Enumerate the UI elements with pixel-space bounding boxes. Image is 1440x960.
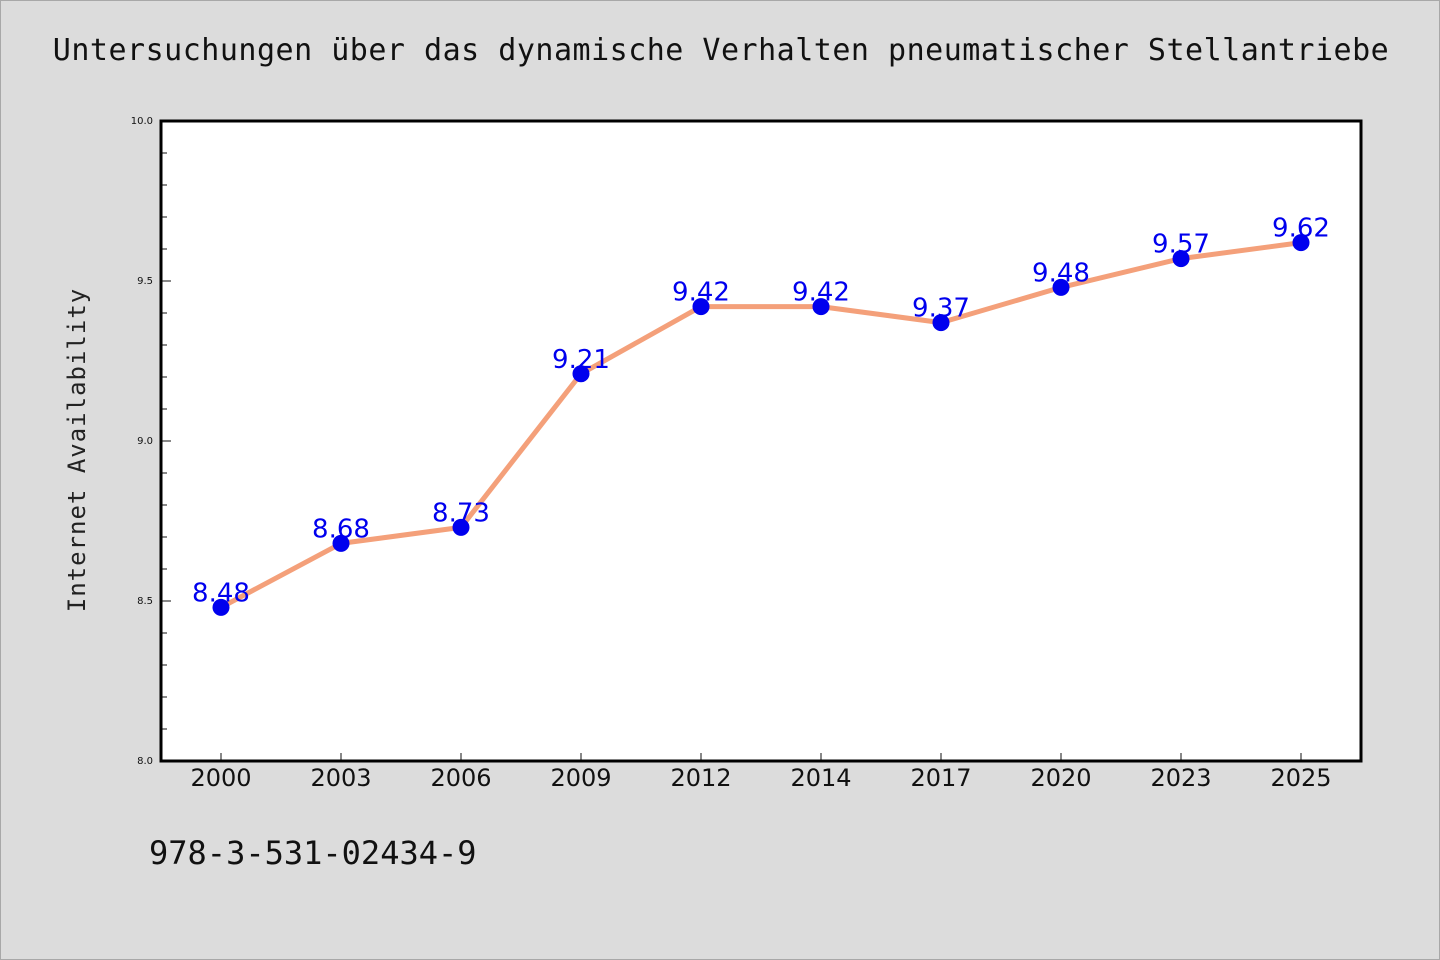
x-tick-label: 2020 xyxy=(1030,764,1091,792)
data-label: 9.57 xyxy=(1152,230,1210,260)
y-tick-label: 8.0 xyxy=(137,756,153,767)
y-tick-label: 8.5 xyxy=(137,596,153,607)
data-label: 9.21 xyxy=(552,345,610,375)
data-point[interactable] xyxy=(692,298,710,316)
y-tick-label: 9.5 xyxy=(137,276,153,287)
data-point[interactable] xyxy=(1172,250,1190,268)
chart-title: Untersuchungen über das dynamische Verha… xyxy=(52,33,1390,68)
x-tick-label: 2009 xyxy=(550,764,611,792)
data-point[interactable] xyxy=(932,314,950,332)
data-label: 8.48 xyxy=(192,578,250,608)
data-label: 9.48 xyxy=(1032,258,1090,288)
data-label: 9.62 xyxy=(1272,214,1330,244)
x-tick-label: 2025 xyxy=(1270,764,1331,792)
data-label: 8.68 xyxy=(312,514,370,544)
data-point[interactable] xyxy=(212,598,230,616)
x-tick-label: 2017 xyxy=(910,764,971,792)
x-tick-label: 2012 xyxy=(670,764,731,792)
data-point[interactable] xyxy=(1292,234,1310,252)
x-tick-label: 2014 xyxy=(790,764,851,792)
plot-border xyxy=(159,119,1363,763)
x-tick-label: 2000 xyxy=(190,764,251,792)
data-point[interactable] xyxy=(812,298,830,316)
x-tick-label: 2003 xyxy=(310,764,371,792)
y-tick-label: 10.0 xyxy=(131,116,153,127)
data-point[interactable] xyxy=(332,534,350,552)
data-point[interactable] xyxy=(1052,278,1070,296)
data-label: 8.73 xyxy=(432,498,490,528)
data-label: 9.42 xyxy=(792,278,850,308)
data-label: 9.42 xyxy=(672,278,730,308)
plot-area xyxy=(161,121,1361,761)
y-tick-label: 9.0 xyxy=(137,436,153,447)
data-label: 9.37 xyxy=(912,294,970,324)
isbn-footnote: 978-3-531-02434-9 xyxy=(149,834,477,872)
x-tick-label: 2006 xyxy=(430,764,491,792)
series-line xyxy=(218,240,1304,610)
x-tick-label: 2023 xyxy=(1150,764,1211,792)
data-point[interactable] xyxy=(572,365,590,383)
data-point[interactable] xyxy=(452,518,470,536)
